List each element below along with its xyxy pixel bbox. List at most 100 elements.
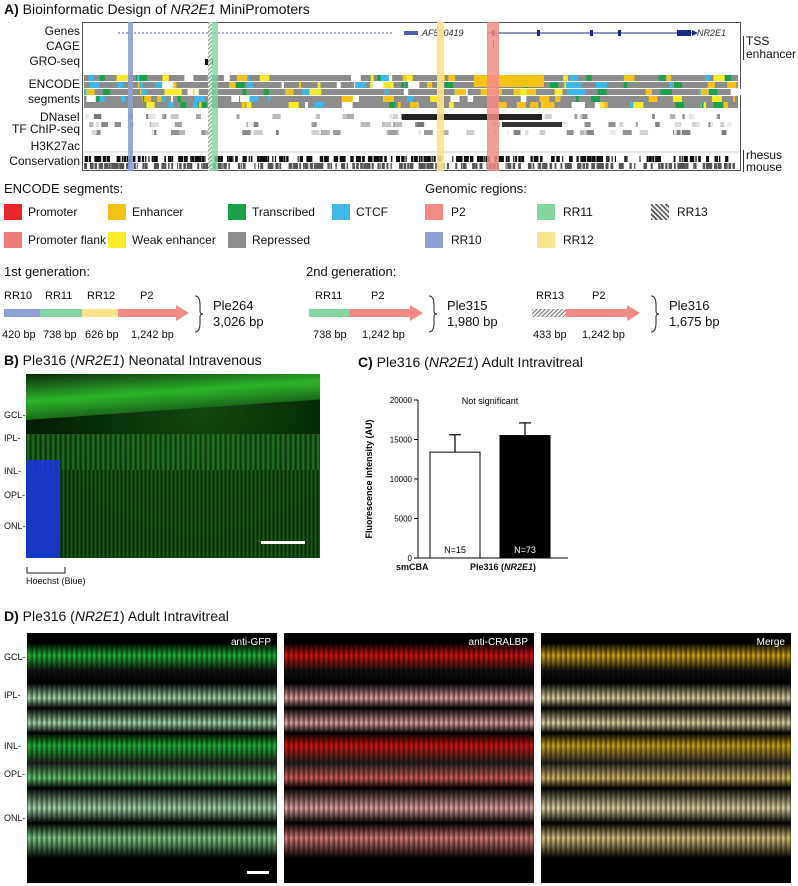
hoechst-bracket	[26, 567, 66, 574]
brace	[428, 295, 438, 333]
track-label-groseq: GRO-seq	[29, 54, 80, 68]
legend-label: Promoter flank	[28, 233, 107, 247]
image-label: Merge	[756, 637, 785, 648]
y-axis-label: Fluorescence intensity (AU)	[364, 419, 374, 538]
part-bp: 738 bp	[43, 329, 77, 341]
part-bp: 1,242 bp	[131, 329, 174, 341]
layer-label: OPL-	[4, 490, 26, 500]
ple316-size: 1,675 bp	[669, 314, 720, 329]
legend-label: CTCF	[356, 205, 388, 219]
legend-swatch	[425, 204, 443, 220]
second-gen-label: 2nd generation:	[306, 264, 397, 279]
retina-image-gfp: anti-GFP	[27, 633, 277, 883]
legend-swatch	[537, 204, 555, 220]
part-label: RR10	[4, 290, 33, 302]
layer-label: INL-	[4, 466, 22, 476]
track-label-encode: ENCODE	[28, 77, 80, 91]
scale-bar	[247, 871, 269, 874]
legend-swatch	[228, 204, 246, 220]
part-bp: 1,242 bp	[362, 329, 405, 341]
y-tick-label: 0	[408, 554, 413, 563]
track-label-segments: segments	[27, 92, 80, 106]
legend-swatch	[537, 232, 555, 248]
track-label-tfchip: TF ChIP-seq	[11, 122, 80, 136]
legend-label: RR10	[451, 233, 482, 247]
scale-bar	[261, 541, 305, 544]
panel-c-title: C) Ple316 (NR2E1) Adult Intravitreal	[358, 354, 583, 370]
track-label-cage: CAGE	[45, 39, 80, 53]
gene-label-nr2e1: NR2E1	[697, 28, 726, 38]
bar	[429, 451, 481, 559]
part-label: RR11	[315, 290, 343, 302]
image-label: anti-CRALBP	[468, 637, 528, 648]
ple315-name: Ple315	[447, 298, 488, 313]
layer-label: IPL-	[4, 690, 21, 700]
legend-label: P2	[451, 205, 466, 219]
retina-image-merge: Merge	[541, 633, 791, 883]
ple264-name: Ple264	[213, 298, 254, 313]
right-label-rhesus: rhesus	[746, 148, 783, 162]
x-label-smcba: smCBA	[396, 562, 429, 572]
retina-image-neonatal	[26, 374, 320, 558]
y-tick-label: 5000	[394, 515, 412, 524]
ple264-bar	[4, 305, 189, 321]
x-label-ple316: Ple316 (NR2E1)	[470, 562, 537, 572]
layer-label: ONL-	[4, 521, 26, 531]
part-label: P2	[592, 290, 606, 302]
ple316-name: Ple316	[669, 298, 710, 313]
track-label-dnasel: DNaseI	[39, 110, 80, 124]
part-label: RR12	[87, 290, 116, 302]
legend-swatch	[108, 204, 126, 220]
layer-label: GCL-	[4, 410, 26, 420]
brace	[194, 295, 204, 333]
layer-label: GCL-	[4, 652, 26, 662]
retina-image-cralbp: anti-CRALBP	[284, 633, 534, 883]
ple264-size: 3,026 bp	[213, 314, 264, 329]
legend-label: RR11	[563, 205, 593, 219]
layer-label: IPL-	[4, 433, 21, 443]
bar-chart: Fluorescence intensity (AU) 0 5000 10000 150…	[364, 396, 568, 563]
legend-label: Transcribed	[252, 205, 315, 219]
ple316-bar	[532, 305, 640, 321]
part-label: RR13	[536, 290, 565, 302]
legend-label: Promoter	[28, 205, 78, 219]
layer-label: OPL-	[4, 769, 26, 779]
legend-label: RR12	[563, 233, 594, 247]
panel-d-title: D) Ple316 (NR2E1) Adult Intravitreal	[4, 608, 229, 624]
panel-a-title: A) Bioinformatic Design of NR2E1 MiniPro…	[4, 1, 310, 17]
panel-b-title: B) Ple316 (NR2E1) Neonatal Intravenous	[4, 352, 262, 368]
part-bp: 420 bp	[2, 329, 36, 341]
legend-swatch	[4, 232, 22, 248]
track-label-h3k27ac: H3K27ac	[30, 139, 80, 153]
encode-legend-title: ENCODE segments:	[4, 181, 124, 196]
legend-swatch	[4, 204, 22, 220]
first-gen-label: 1st generation:	[4, 264, 91, 279]
track-label-genes: Genes	[44, 24, 80, 38]
part-label: P2	[371, 290, 385, 302]
ple315-bar	[309, 305, 423, 321]
brace	[650, 295, 660, 333]
track-label-conservation: Conservation	[9, 154, 80, 168]
y-tick-label: 10000	[390, 475, 413, 484]
legend-label: Enhancer	[132, 205, 184, 219]
right-label-mouse: mouse	[746, 160, 783, 174]
regions-legend-title: Genomic regions:	[425, 181, 527, 196]
n-label: N=15	[444, 545, 466, 555]
genome-browser: AF520419 NR2E1	[82, 22, 742, 171]
n-label: N=73	[514, 545, 536, 555]
hoechst-label: Hoechst (Blue)	[26, 576, 86, 586]
bar	[499, 435, 551, 559]
right-label-enhancer: enhancer	[746, 47, 797, 61]
y-tick-label: 20000	[390, 396, 413, 405]
significance-label: Not significant	[462, 396, 519, 406]
legend-label: RR13	[677, 205, 708, 219]
legend-label: Weak enhancer	[132, 233, 216, 247]
legend-swatch	[108, 232, 126, 248]
ple315-size: 1,980 bp	[447, 314, 498, 329]
part-label: P2	[140, 290, 154, 302]
part-label: RR11	[45, 290, 73, 302]
part-bp: 1,242 bp	[582, 329, 625, 341]
part-bp: 626 bp	[85, 329, 119, 341]
legend-label: Repressed	[252, 233, 311, 247]
layer-label: ONL-	[4, 813, 26, 823]
